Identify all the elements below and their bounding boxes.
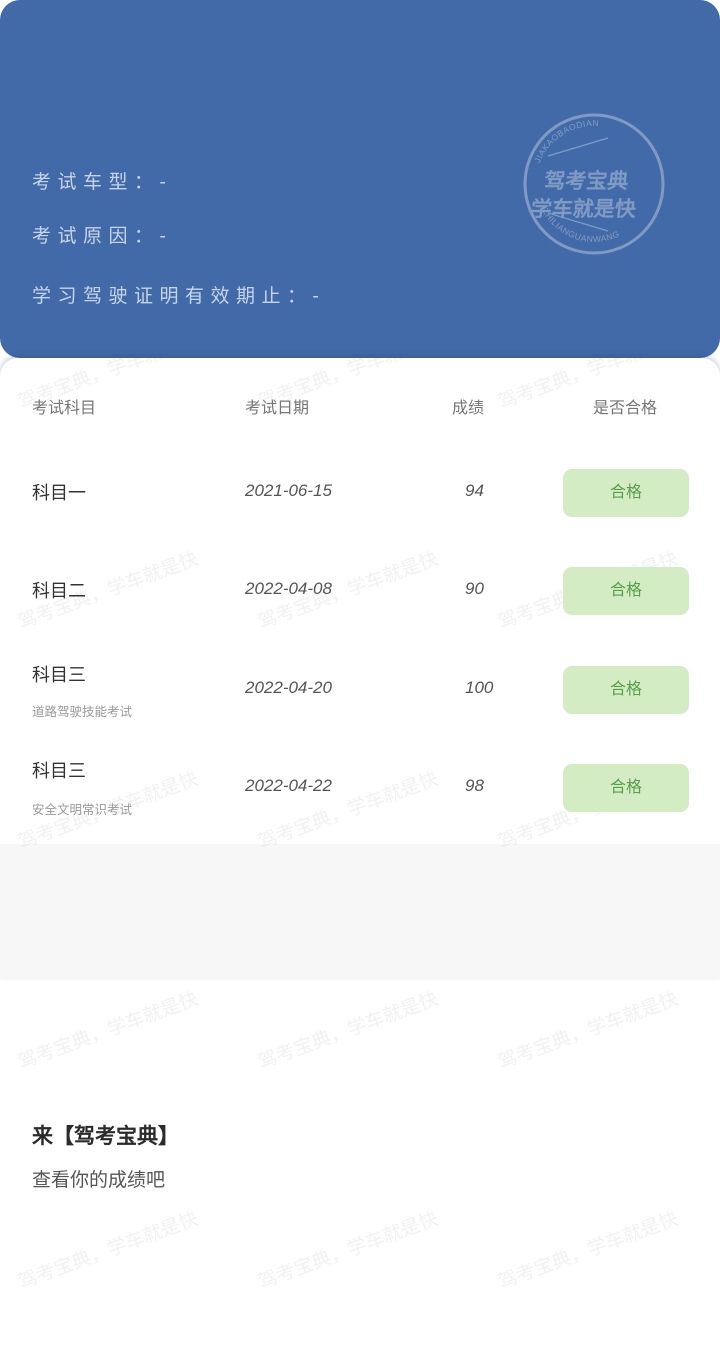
svg-text:驾考宝典: 驾考宝典: [543, 168, 630, 193]
svg-text:JIAKAOBAODIAN: JIAKAOBAODIAN: [532, 118, 599, 164]
